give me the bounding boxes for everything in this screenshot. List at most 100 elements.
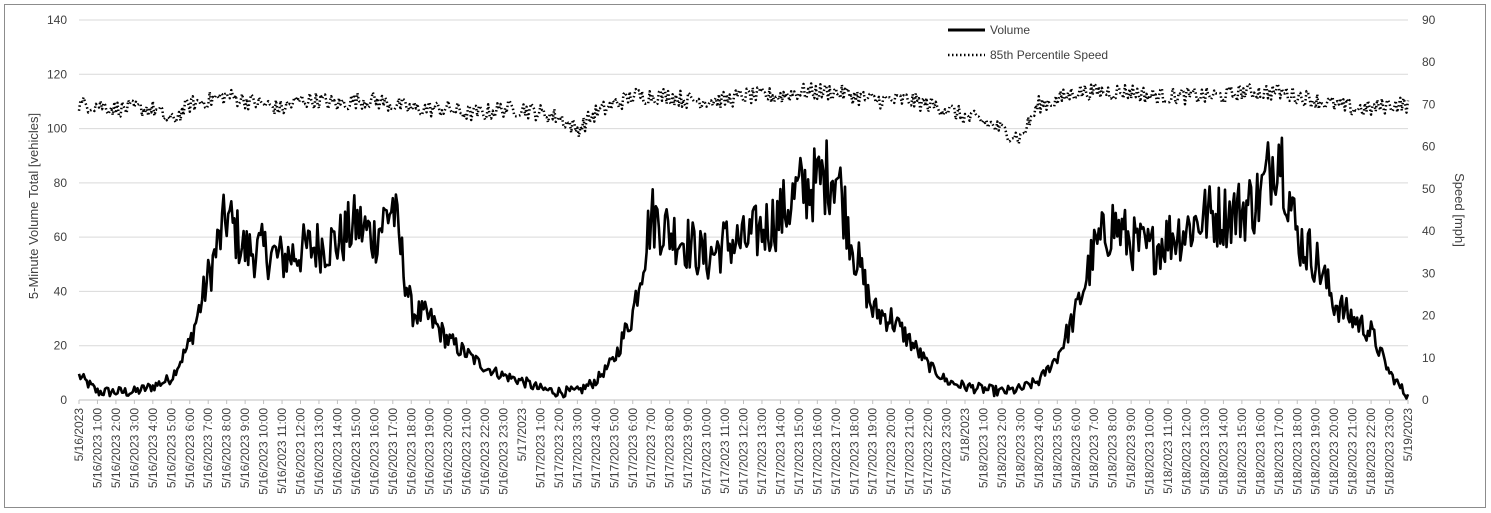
x-tick-label: 5/18/2023 22:00: [1364, 408, 1378, 495]
x-tick-label: 5/16/2023 12:00: [294, 408, 308, 495]
y2-tick-label: 90: [1422, 13, 1436, 27]
y2-tick-label: 20: [1422, 309, 1436, 323]
y2-tick-label: 60: [1422, 140, 1436, 154]
x-tick-label: 5/16/2023 23:00: [497, 408, 511, 495]
x-tick-label: 5/16/2023 22:00: [478, 408, 492, 495]
y-tick-label: 20: [54, 339, 68, 353]
x-tick-label: 5/16/2023: [72, 408, 86, 462]
x-tick-label: 5/16/2023 16:00: [367, 408, 381, 495]
x-tick-label: 5/18/2023 1:00: [976, 408, 990, 488]
y-tick-label: 140: [47, 13, 67, 27]
x-tick-label: 5/18/2023 3:00: [1013, 408, 1027, 488]
x-tick-label: 5/18/2023 8:00: [1106, 408, 1120, 488]
y2-tick-label: 50: [1422, 182, 1436, 196]
x-tick-label: 5/17/2023 4:00: [589, 408, 603, 488]
x-tick-label: 5/17/2023 22:00: [921, 408, 935, 495]
x-tick-label: 5/17/2023 14:00: [773, 408, 787, 495]
x-tick-label: 5/17/2023 19:00: [866, 408, 880, 495]
x-tick-label: 5/16/2023 5:00: [164, 408, 178, 488]
x-tick-label: 5/16/2023 18:00: [404, 408, 418, 495]
x-tick-label: 5/18/2023 7:00: [1087, 408, 1101, 488]
x-tick-label: 5/17/2023 21:00: [903, 408, 917, 495]
x-tick-label: 5/16/2023 1:00: [90, 408, 104, 488]
x-tick-label: 5/17/2023 10:00: [700, 408, 714, 495]
y2-tick-label: 30: [1422, 266, 1436, 280]
x-tick-label: 5/17/2023 16:00: [810, 408, 824, 495]
x-tick-label: 5/16/2023 9:00: [238, 408, 252, 488]
x-tick-label: 5/17/2023 1:00: [533, 408, 547, 488]
x-tick-label: 5/18/2023 12:00: [1180, 408, 1194, 495]
x-tick-label: 5/16/2023 17:00: [386, 408, 400, 495]
x-tick-label: 5/16/2023 14:00: [330, 408, 344, 495]
x-tick-label: 5/18/2023 2:00: [995, 408, 1009, 488]
y-tick-label: 40: [54, 284, 68, 298]
x-tick-label: 5/17/2023 17:00: [829, 408, 843, 495]
axes: 0 20 40 60 80 100 120 140 0 10 20 30 40 50 60 70 80 90 5/1…: [47, 13, 1436, 495]
x-tick-label: 5/17/2023 2:00: [552, 408, 566, 488]
volume-line: [77, 136, 1410, 400]
x-tick-label: 5/17/2023 15:00: [792, 408, 806, 495]
y-tick-label: 80: [54, 176, 68, 190]
legend: Volume 85th Percentile Speed: [948, 23, 1108, 62]
x-tick-label: 5/18/2023 4:00: [1032, 408, 1046, 488]
x-tick-label: 5/18/2023 20:00: [1327, 408, 1341, 495]
x-tick-label: 5/16/2023 6:00: [183, 408, 197, 488]
x-tick-label: 5/18/2023 6:00: [1069, 408, 1083, 488]
y2-axis-title: Speed [mph]: [1452, 173, 1467, 247]
x-tick-label: 5/19/2023: [1401, 408, 1415, 462]
x-tick-label: 5/17/2023 6:00: [626, 408, 640, 488]
x-tick-label: 5/18/2023 16:00: [1253, 408, 1267, 495]
x-tick-label: 5/17/2023 13:00: [755, 408, 769, 495]
y2-tick-label: 80: [1422, 55, 1436, 69]
x-tick-label: 5/16/2023 8:00: [220, 408, 234, 488]
x-tick-label: 5/17/2023 20:00: [884, 408, 898, 495]
x-tick-label: 5/16/2023 10:00: [257, 408, 271, 495]
x-tick-label: 5/18/2023: [958, 408, 972, 462]
legend-speed-label: 85th Percentile Speed: [990, 48, 1108, 62]
x-tick-label: 5/18/2023 19:00: [1309, 408, 1323, 495]
y-tick-label: 0: [60, 393, 67, 407]
x-tick-label: 5/18/2023 17:00: [1272, 408, 1286, 495]
x-tick-label: 5/18/2023 21:00: [1346, 408, 1360, 495]
x-tick-label: 5/17/2023 23:00: [940, 408, 954, 495]
x-tick-label: 5/16/2023 21:00: [460, 408, 474, 495]
x-tick-label: 5/16/2023 2:00: [109, 408, 123, 488]
y-tick-label: 120: [47, 67, 67, 81]
x-tick-label: 5/18/2023 14:00: [1216, 408, 1230, 495]
y-tick-label: 100: [47, 122, 67, 136]
x-tick-label: 5/16/2023 15:00: [349, 408, 363, 495]
x-tick-label: 5/17/2023 9:00: [681, 408, 695, 488]
x-tick-label: 5/16/2023 13:00: [312, 408, 326, 495]
x-tick-label: 5/17/2023 5:00: [607, 408, 621, 488]
x-tick-label: 5/18/2023 18:00: [1290, 408, 1304, 495]
chart-frame: [4, 4, 1486, 508]
legend-volume-label: Volume: [990, 23, 1030, 37]
x-tick-label: 5/17/2023 7:00: [644, 408, 658, 488]
y2-tick-label: 0: [1422, 393, 1429, 407]
x-tick-label: 5/18/2023 13:00: [1198, 408, 1212, 495]
x-tick-label: 5/16/2023 19:00: [423, 408, 437, 495]
x-tick-label: 5/18/2023 23:00: [1383, 408, 1397, 495]
x-tick-label: 5/18/2023 11:00: [1161, 408, 1175, 494]
y2-tick-label: 10: [1422, 351, 1436, 365]
x-tick-label: 5/16/2023 4:00: [146, 408, 160, 488]
series-lines: [77, 82, 1410, 400]
y-axis-title: 5-Minute Volume Total [vehicles]: [26, 113, 41, 299]
x-tick-label: 5/17/2023: [515, 408, 529, 462]
x-tick-label: 5/18/2023 10:00: [1143, 408, 1157, 495]
x-tick-label: 5/17/2023 8:00: [663, 408, 677, 488]
x-tick-label: 5/17/2023 18:00: [847, 408, 861, 495]
y2-tick-label: 70: [1422, 97, 1436, 111]
y2-tick-label: 40: [1422, 224, 1436, 238]
x-tick-label: 5/18/2023 15:00: [1235, 408, 1249, 495]
x-tick-label: 5/16/2023 3:00: [127, 408, 141, 488]
x-tick-label: 5/17/2023 11:00: [718, 408, 732, 494]
x-tick-label: 5/16/2023 11:00: [275, 408, 289, 494]
x-tick-label: 5/16/2023 7:00: [201, 408, 215, 488]
speed-line: [77, 82, 1410, 145]
x-tick-label: 5/17/2023 12:00: [737, 408, 751, 495]
y-tick-label: 60: [54, 230, 68, 244]
x-tick-label: 5/18/2023 9:00: [1124, 408, 1138, 488]
x-tick-label: 5/17/2023 3:00: [570, 408, 584, 488]
